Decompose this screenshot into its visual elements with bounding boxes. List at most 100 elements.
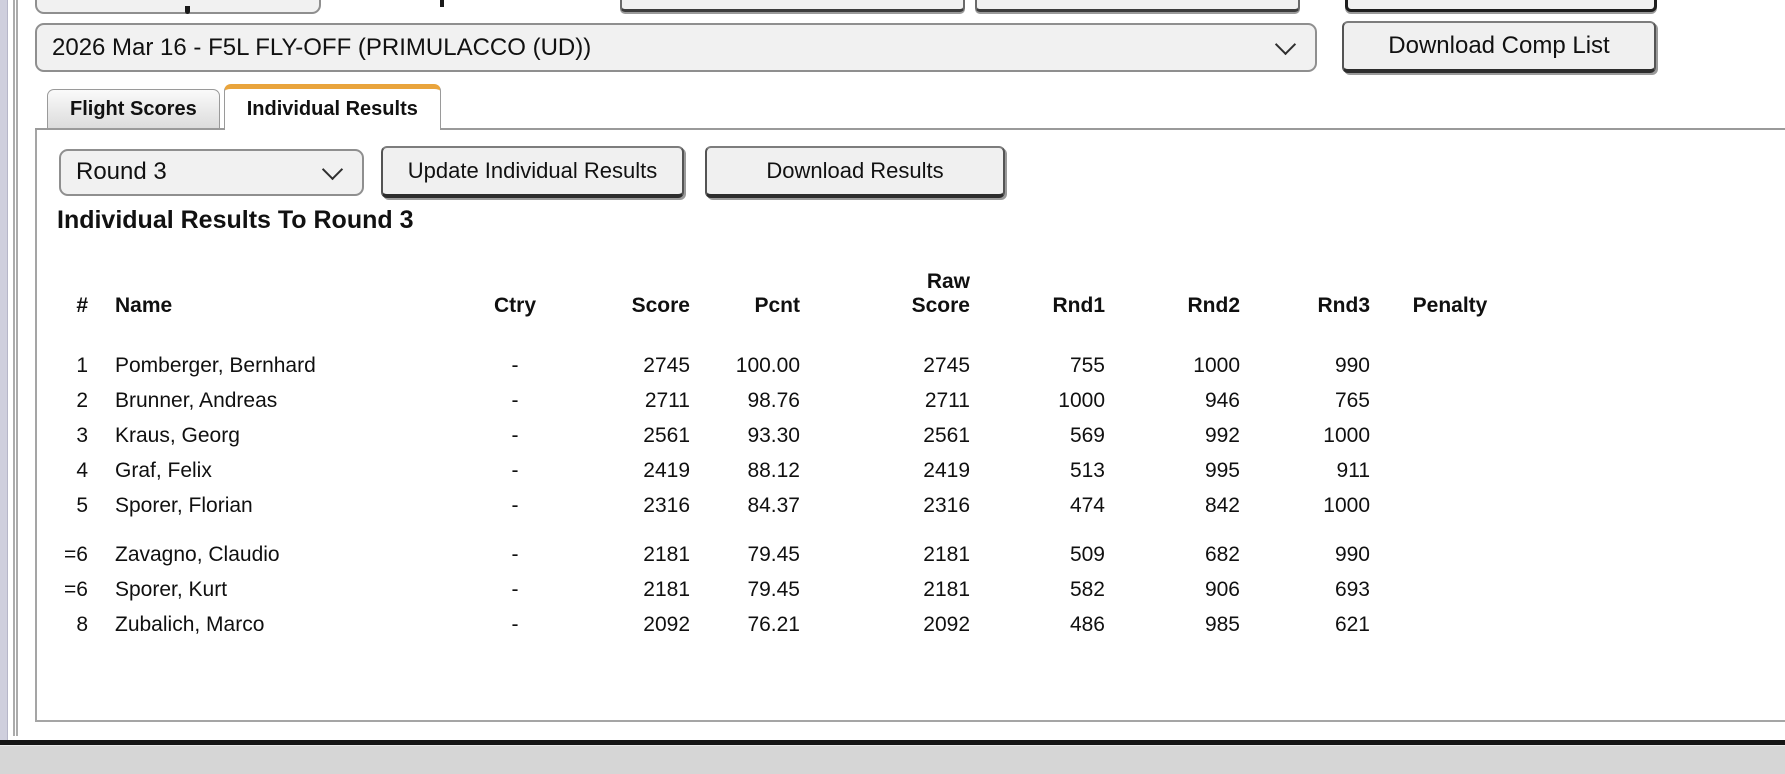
update-individual-results-button[interactable]: Update Individual Results	[381, 146, 684, 198]
cell-score: 2745	[643, 353, 690, 377]
cell-score: 2316	[643, 493, 690, 517]
cell-ctry: -	[511, 542, 519, 566]
cell-rnd3: 765	[1334, 388, 1370, 412]
results-heading: Individual Results To Round 3	[57, 206, 414, 234]
cell-ctry: -	[511, 493, 519, 517]
cell-pcnt: 88.12	[747, 458, 800, 482]
table-row: 1 Pomberger, Bernhard - 2745 100.00 2745 755 10…	[55, 348, 1530, 383]
cell-rnd3: 911	[1336, 458, 1370, 482]
cell-rnd1: 509	[1069, 542, 1105, 566]
left-edge-strip	[0, 0, 8, 741]
cell-rank: =6	[64, 577, 88, 601]
cell-rnd1: 486	[1069, 612, 1105, 636]
cell-ctry: -	[511, 458, 519, 482]
cell-name: Sporer, Florian	[115, 493, 253, 517]
cell-score: 2419	[643, 458, 690, 482]
table-row: =6 Sporer, Kurt - 2181 79.45 2181 582 906 693	[55, 572, 1530, 607]
cell-name: Sporer, Kurt	[115, 577, 228, 601]
download-comp-list-button[interactable]: Download Comp List	[1342, 21, 1656, 73]
cell-name: Kraus, Georg	[115, 423, 240, 447]
cell-pcnt: 84.37	[747, 493, 800, 517]
cell-raw: 2181	[923, 542, 970, 566]
cell-penalty	[1370, 348, 1530, 383]
table-row: 8 Zubalich, Marco - 2092 76.21 2092 486 985 621	[55, 607, 1530, 642]
cell-rnd1: 569	[1069, 423, 1105, 447]
cell-rnd2: 995	[1204, 458, 1240, 482]
cell-rank: 4	[76, 458, 88, 482]
cell-name: Graf, Felix	[115, 458, 212, 482]
cutoff-field-1[interactable]	[620, 0, 965, 12]
table-row: 2 Brunner, Andreas - 2711 98.76 2711 1000 946 76…	[55, 383, 1530, 418]
cell-rank: 1	[76, 353, 88, 377]
cell-rnd1: 474	[1069, 493, 1105, 517]
col-penalty: Penalty	[1412, 294, 1488, 318]
cell-name: Zavagno, Claudio	[115, 542, 280, 566]
tab-individual-results[interactable]: Individual Results	[223, 84, 441, 130]
cell-raw: 2092	[923, 612, 970, 636]
col-rnd3: Rnd3	[1317, 294, 1371, 318]
results-controls: Round 3 Update Individual Results Downlo…	[59, 146, 1005, 198]
chevron-down-icon	[1274, 33, 1297, 56]
download-results-button[interactable]: Download Results	[705, 146, 1005, 198]
cell-rnd3: 990	[1334, 353, 1370, 377]
cell-penalty	[1370, 607, 1530, 642]
cell-score: 2561	[643, 423, 690, 447]
group-gap-row	[55, 523, 1530, 537]
left-border-lines	[13, 0, 18, 736]
cell-raw: 2745	[923, 353, 970, 377]
table-row: =6 Zavagno, Claudio - 2181 79.45 2181 509 682 99…	[55, 537, 1530, 572]
cell-name: Zubalich, Marco	[115, 612, 265, 636]
col-ctry: Ctry	[493, 294, 536, 318]
cell-rnd1: 513	[1069, 458, 1105, 482]
cell-rnd2: 682	[1204, 542, 1240, 566]
status-bar	[0, 745, 1785, 774]
cell-ctry: -	[511, 388, 519, 412]
cell-pcnt: 98.76	[747, 388, 800, 412]
cell-rank: 3	[76, 423, 88, 447]
table-row: 4 Graf, Felix - 2419 88.12 2419 513 995 911	[55, 453, 1530, 488]
cell-pcnt: 100.00	[735, 353, 800, 377]
cutoff-button[interactable]	[1345, 0, 1657, 12]
col-name: Name	[115, 294, 173, 318]
results-table: # Name Ctry Score Pcnt Raw Score Rnd1 Rn…	[55, 270, 1530, 642]
header-spacer-row	[55, 322, 1530, 348]
cell-rnd2: 946	[1204, 388, 1240, 412]
cell-rnd2: 906	[1204, 577, 1240, 601]
tab-bar: Flight Scores Individual Results	[35, 84, 1785, 130]
col-rnd2: Rnd2	[1187, 294, 1241, 318]
cutoff-select[interactable]	[35, 0, 321, 14]
cell-raw: 2316	[923, 493, 970, 517]
cell-ctry: -	[511, 612, 519, 636]
cell-rnd3: 990	[1334, 542, 1370, 566]
col-score: Score	[631, 294, 690, 318]
cell-rank: 8	[76, 612, 88, 636]
cell-rank: =6	[64, 542, 88, 566]
cell-score: 2181	[643, 577, 690, 601]
cell-pcnt: 93.30	[747, 423, 800, 447]
col-pcnt: Pcnt	[754, 294, 800, 318]
round-select[interactable]: Round 3	[59, 148, 364, 196]
window-bottom-divider	[0, 740, 1785, 745]
cell-score: 2181	[643, 542, 690, 566]
cell-rank: 5	[76, 493, 88, 517]
cell-ctry: -	[511, 577, 519, 601]
competition-select[interactable]: 2026 Mar 16 - F5L FLY-OFF (PRIMULACCO (U…	[35, 23, 1317, 72]
cell-ctry: -	[511, 423, 519, 447]
cell-penalty	[1370, 453, 1530, 488]
cutoff-field-2[interactable]	[975, 0, 1300, 12]
chevron-down-icon	[321, 158, 344, 180]
cell-rnd3: 621	[1334, 612, 1370, 636]
round-select-value: Round 3	[76, 158, 167, 185]
cell-pcnt: 79.45	[747, 542, 800, 566]
table-header-row: # Name Ctry Score Pcnt Raw Score Rnd1 Rn…	[55, 270, 1530, 322]
cell-name: Brunner, Andreas	[115, 388, 278, 412]
cell-name: Pomberger, Bernhard	[115, 353, 316, 377]
cell-rnd1: 582	[1069, 577, 1105, 601]
cell-rnd3: 1000	[1323, 493, 1370, 517]
cell-rnd2: 842	[1204, 493, 1240, 517]
tab-flight-scores[interactable]: Flight Scores	[47, 89, 220, 128]
cell-score: 2092	[643, 612, 690, 636]
cell-penalty	[1370, 383, 1530, 418]
cell-rnd1: 1000	[1058, 388, 1105, 412]
